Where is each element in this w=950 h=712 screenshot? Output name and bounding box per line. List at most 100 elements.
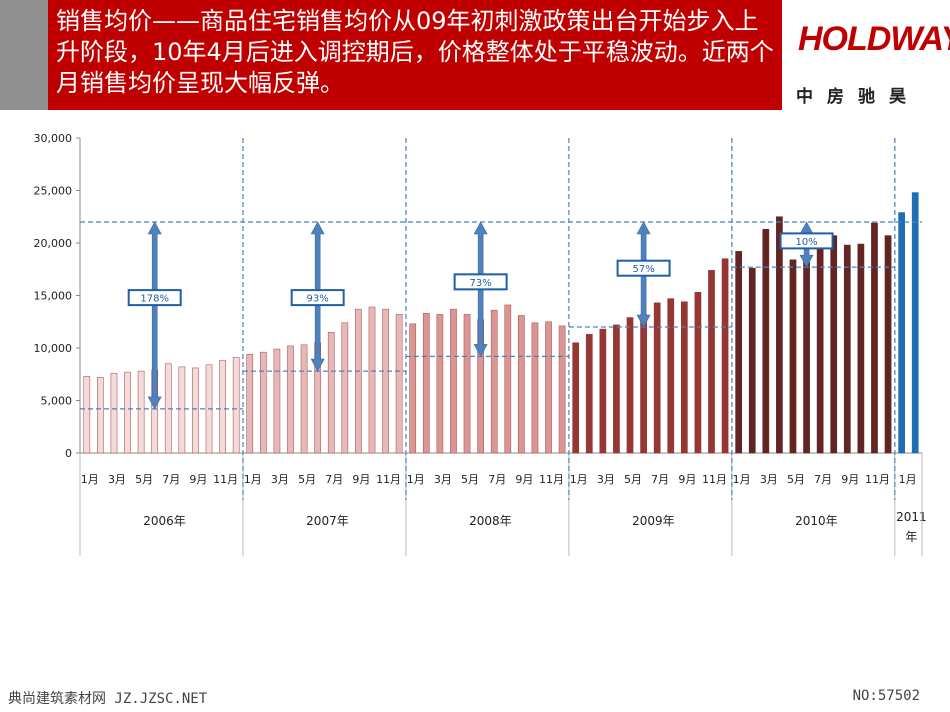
bar bbox=[572, 342, 580, 454]
bar bbox=[789, 259, 797, 454]
y-tick-label: 20,000 bbox=[34, 237, 73, 250]
bar bbox=[884, 235, 892, 454]
bar bbox=[436, 314, 444, 454]
bar bbox=[518, 315, 525, 454]
footer-watermark: 典尚建筑素材网 JZ.JZSC.NET bbox=[8, 691, 208, 707]
bar bbox=[504, 304, 512, 454]
month-label: 3月 bbox=[760, 473, 778, 486]
bar bbox=[911, 192, 919, 454]
y-tick-label: 25,000 bbox=[34, 185, 73, 198]
month-label: 11月 bbox=[539, 473, 564, 486]
month-label: 5月 bbox=[787, 473, 805, 486]
bar bbox=[137, 370, 145, 454]
bar bbox=[667, 298, 675, 454]
month-label: 7月 bbox=[162, 473, 180, 486]
bar bbox=[273, 348, 281, 454]
month-label: 9月 bbox=[189, 473, 207, 486]
header-grey-strip bbox=[0, 0, 48, 110]
growth-label: 57% bbox=[632, 264, 654, 275]
month-label: 1月 bbox=[407, 473, 425, 486]
month-label: 1月 bbox=[733, 473, 751, 486]
bar bbox=[640, 314, 647, 454]
month-label: 11月 bbox=[865, 473, 890, 486]
logo-subtitle: 中房驰昊 bbox=[796, 87, 920, 107]
bar bbox=[626, 317, 634, 454]
year-label: 2011 bbox=[896, 510, 927, 524]
bar bbox=[178, 366, 186, 454]
bar bbox=[776, 216, 783, 454]
month-label: 7月 bbox=[651, 473, 669, 486]
bar bbox=[395, 314, 403, 454]
month-label: 1月 bbox=[244, 473, 262, 486]
month-label: 5月 bbox=[461, 473, 479, 486]
growth-label: 178% bbox=[140, 294, 169, 305]
year-label: 2010年 bbox=[795, 514, 838, 528]
bar bbox=[708, 269, 715, 454]
bar bbox=[735, 251, 743, 454]
month-label: 3月 bbox=[434, 473, 452, 486]
growth-label-box bbox=[290, 289, 345, 307]
growth-label: 93% bbox=[307, 294, 329, 305]
bar bbox=[409, 323, 417, 454]
bar bbox=[246, 353, 254, 454]
bar bbox=[653, 302, 661, 454]
bar bbox=[531, 322, 539, 454]
header-red-panel bbox=[48, 0, 782, 110]
growth-label: 73% bbox=[470, 278, 492, 289]
bar bbox=[110, 372, 118, 454]
bar bbox=[368, 306, 376, 454]
price-bar-chart: 0 5,000 10,000 15,000 20,000 25,000 30,000 1月 3月… bbox=[34, 132, 927, 556]
year-label: 2009年 bbox=[632, 514, 675, 528]
bar bbox=[83, 376, 91, 454]
month-label: 3月 bbox=[108, 473, 126, 486]
page-title: 销售均价——商品住宅销售均价从09年初刺激政策出台开始步入上升阶段，10年4月后… bbox=[56, 7, 774, 97]
bar bbox=[422, 313, 430, 454]
bar bbox=[748, 267, 756, 454]
month-label: 7月 bbox=[814, 473, 832, 486]
bar bbox=[721, 258, 729, 454]
bar bbox=[124, 371, 131, 454]
bar bbox=[341, 322, 349, 454]
y-tick-label: 5,000 bbox=[41, 395, 73, 408]
month-label: 5月 bbox=[135, 473, 153, 486]
bar bbox=[613, 324, 620, 454]
month-label: 5月 bbox=[298, 473, 316, 486]
bar bbox=[219, 360, 226, 454]
month-label: 9月 bbox=[841, 473, 859, 486]
month-label: 3月 bbox=[597, 473, 615, 486]
growth-label-box bbox=[779, 232, 834, 250]
year-label: 2007年 bbox=[306, 514, 349, 528]
bar bbox=[803, 258, 810, 454]
bar bbox=[898, 212, 905, 454]
month-label: 3月 bbox=[271, 473, 289, 486]
bar bbox=[871, 222, 878, 454]
bar bbox=[259, 351, 267, 454]
bar bbox=[585, 334, 593, 454]
growth-label-box bbox=[453, 273, 508, 291]
month-label: 9月 bbox=[515, 473, 533, 486]
bar bbox=[327, 331, 335, 454]
bar bbox=[680, 301, 688, 454]
year-label: 2008年 bbox=[469, 514, 512, 528]
bar bbox=[490, 309, 498, 454]
growth-label-box bbox=[127, 289, 182, 307]
month-label: 1月 bbox=[899, 473, 917, 486]
bar bbox=[830, 235, 838, 454]
bar bbox=[382, 308, 389, 454]
year-label: 2006年 bbox=[143, 514, 186, 528]
bar bbox=[287, 345, 294, 454]
month-label: 1月 bbox=[81, 473, 99, 486]
bar bbox=[857, 243, 865, 454]
month-label: 11月 bbox=[376, 473, 401, 486]
bar bbox=[192, 367, 199, 454]
bar bbox=[300, 344, 308, 454]
month-label: 11月 bbox=[702, 473, 727, 486]
bar bbox=[545, 321, 552, 454]
y-tick-label: 30,000 bbox=[34, 132, 73, 145]
bar bbox=[463, 314, 471, 454]
month-label: 7月 bbox=[325, 473, 343, 486]
bar bbox=[558, 325, 566, 454]
growth-label-box bbox=[616, 259, 671, 277]
bar bbox=[450, 308, 457, 454]
bar bbox=[843, 244, 851, 454]
